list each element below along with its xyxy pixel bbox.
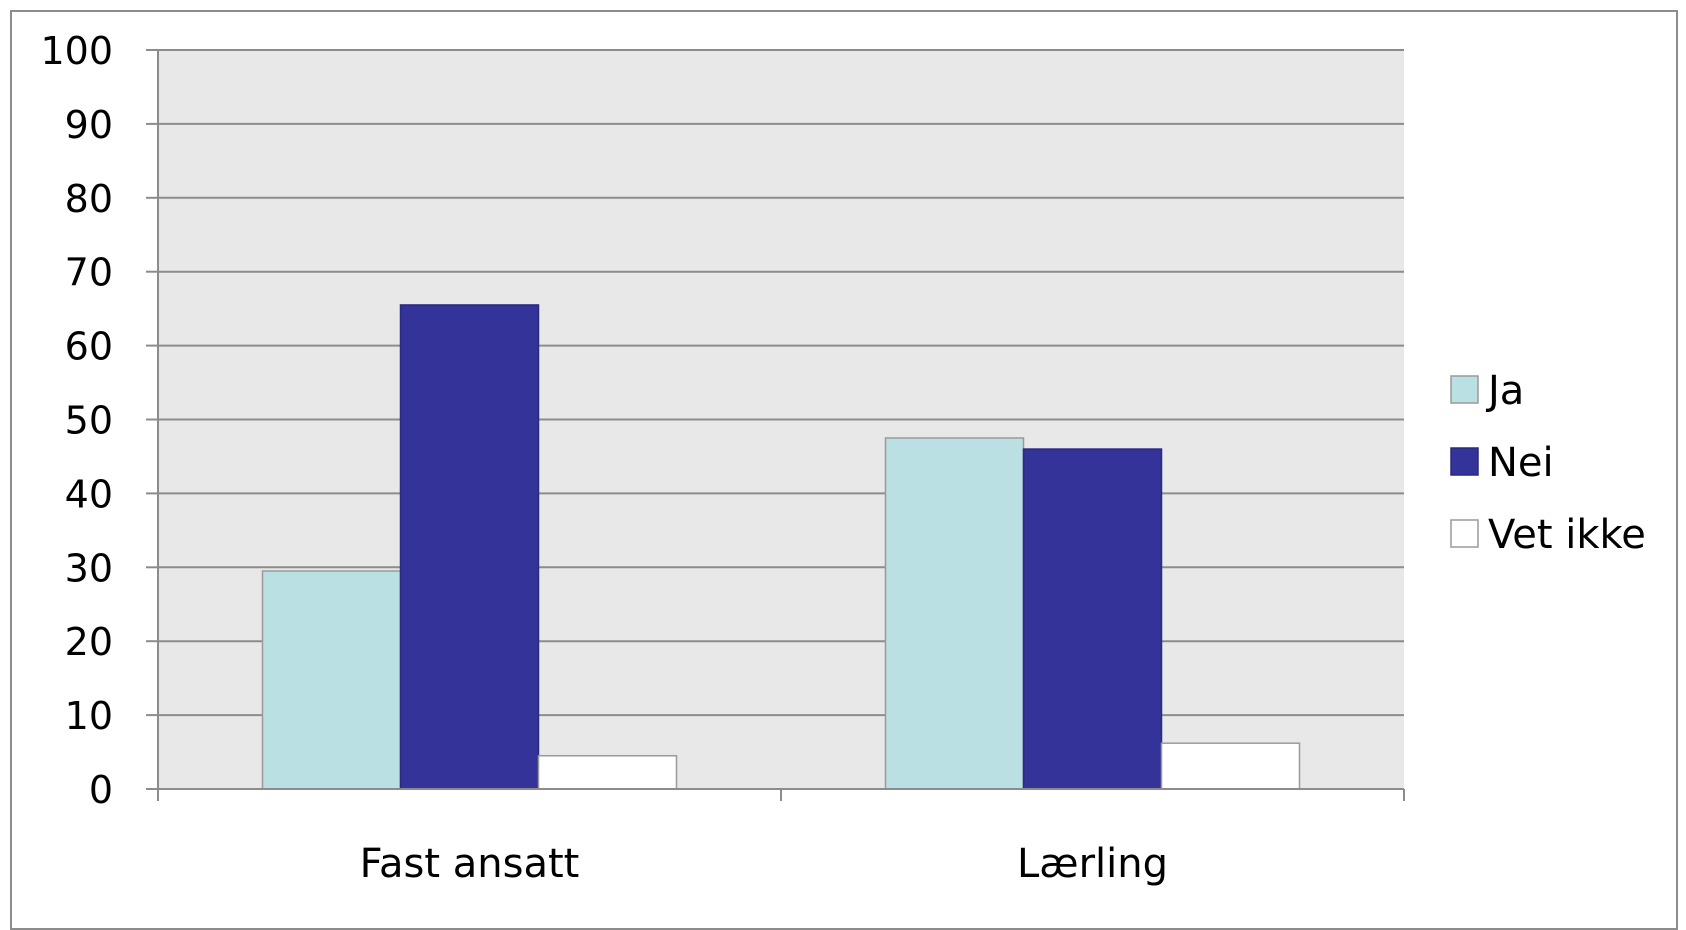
- bar-ja-1: [884, 437, 1025, 790]
- y-tick-label: 30: [65, 546, 113, 590]
- legend-label: Nei: [1488, 440, 1554, 486]
- legend-label: Ja: [1485, 368, 1524, 414]
- y-axis-ticks: 0 10 20 30 40 50 60 70 80 90 100: [40, 29, 158, 812]
- y-tick-label: 20: [65, 620, 113, 664]
- bar-vet-ikke-1: [1160, 742, 1301, 790]
- y-tick-label: 100: [40, 29, 113, 73]
- y-tick-label: 80: [65, 177, 113, 221]
- y-tick-label: 40: [65, 472, 113, 516]
- bar-chart: 0 10 20 30 40 50 60 70 80 90 100 Fast ansatt Lærlin…: [40, 29, 1646, 887]
- bar-ja-0: [261, 570, 402, 790]
- legend-swatch-0: [1450, 375, 1479, 404]
- bar-nei-1: [1022, 448, 1163, 790]
- x-axis-categories: Fast ansatt Lærling: [360, 841, 1168, 887]
- y-tick-label: 70: [65, 251, 113, 295]
- y-tick-label: 60: [65, 325, 113, 369]
- legend: Ja Nei Vet ikke: [1450, 368, 1646, 558]
- bar-nei-0: [399, 304, 540, 790]
- bar-vet-ikke-0: [537, 754, 678, 790]
- y-tick-label: 0: [89, 768, 113, 812]
- legend-swatch-1: [1450, 447, 1479, 476]
- legend-swatch-2: [1450, 519, 1479, 548]
- y-tick-label: 90: [65, 103, 113, 147]
- x-category-label: Lærling: [1017, 841, 1168, 887]
- y-tick-label: 50: [65, 399, 113, 443]
- y-tick-label: 10: [65, 694, 113, 738]
- legend-label: Vet ikke: [1488, 512, 1646, 558]
- x-category-label: Fast ansatt: [360, 841, 580, 887]
